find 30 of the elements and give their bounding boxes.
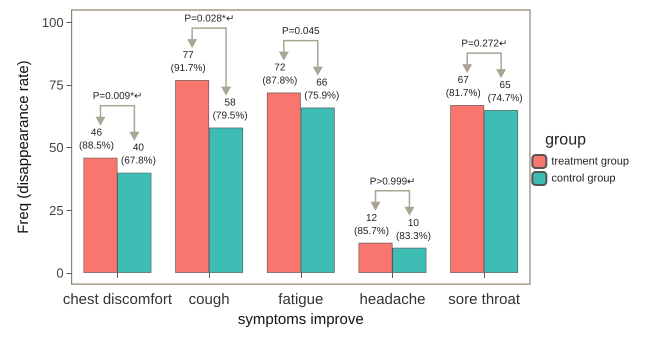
y-tick-label: 50 <box>49 140 64 156</box>
data-label: 46 (88.5%) <box>78 128 114 152</box>
legend-title: group <box>545 132 586 148</box>
legend-label: treatment group <box>551 156 629 168</box>
legend-label: control group <box>551 172 616 184</box>
x-tick-label: sore throat <box>448 291 521 308</box>
x-tick-label: headache <box>360 291 426 308</box>
y-tick-label: 75 <box>49 78 64 93</box>
data-label: 66 (75.9%) <box>304 78 340 102</box>
data-label: 65 (74.7%) <box>488 80 523 104</box>
data-label: 10 (83.3%) <box>396 218 431 242</box>
data-label: 77 (91.7%) <box>170 50 206 74</box>
y-tick-label: 0 <box>56 265 64 280</box>
annotation: P>0.999↵ <box>370 176 416 188</box>
x-axis-title: symptoms improve <box>238 311 364 328</box>
x-tick-label: fatigue <box>278 291 324 308</box>
y-tick-label: 25 <box>49 202 64 218</box>
data-label: 58 (79.5%) <box>212 98 248 122</box>
y-axis-title: Freq (disappearance rate) <box>15 60 32 234</box>
annotation: P=0.045 <box>282 26 320 38</box>
data-label: 40 (67.8%) <box>120 142 156 167</box>
data-label: 67 (81.7%) <box>446 75 481 100</box>
annotation: P=0.028*↵ <box>184 14 234 25</box>
annotation: P=0.272↵ <box>461 38 507 50</box>
x-tick-label: cough <box>188 291 230 308</box>
data-label: 72 (87.8%) <box>262 62 298 87</box>
x-tick-label: chest discomfort <box>62 291 173 308</box>
data-label: 12 (85.7%) <box>354 212 390 237</box>
y-tick-label: 100 <box>42 15 64 30</box>
annotation: P=0.009*↵ <box>92 91 142 102</box>
